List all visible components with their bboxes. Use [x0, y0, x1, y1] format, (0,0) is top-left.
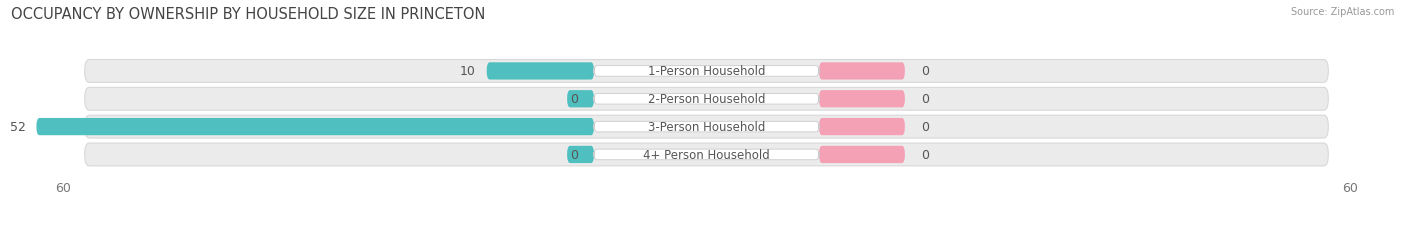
FancyBboxPatch shape — [37, 119, 593, 136]
FancyBboxPatch shape — [84, 60, 1329, 83]
Text: OCCUPANCY BY OWNERSHIP BY HOUSEHOLD SIZE IN PRINCETON: OCCUPANCY BY OWNERSHIP BY HOUSEHOLD SIZE… — [11, 7, 485, 22]
FancyBboxPatch shape — [593, 122, 820, 132]
Text: 0: 0 — [569, 148, 578, 161]
FancyBboxPatch shape — [567, 91, 593, 108]
FancyBboxPatch shape — [567, 146, 593, 163]
Text: 10: 10 — [460, 65, 477, 78]
Text: 0: 0 — [569, 93, 578, 106]
Text: Source: ZipAtlas.com: Source: ZipAtlas.com — [1291, 7, 1395, 17]
Text: 0: 0 — [921, 121, 929, 134]
FancyBboxPatch shape — [593, 149, 820, 160]
FancyBboxPatch shape — [593, 66, 820, 77]
FancyBboxPatch shape — [84, 143, 1329, 166]
Text: 3-Person Household: 3-Person Household — [648, 121, 765, 134]
FancyBboxPatch shape — [593, 94, 820, 105]
Text: 1-Person Household: 1-Person Household — [648, 65, 765, 78]
FancyBboxPatch shape — [820, 119, 905, 136]
FancyBboxPatch shape — [820, 146, 905, 163]
Text: 4+ Person Household: 4+ Person Household — [643, 148, 770, 161]
Text: 0: 0 — [921, 65, 929, 78]
FancyBboxPatch shape — [84, 88, 1329, 111]
FancyBboxPatch shape — [84, 116, 1329, 138]
Text: 0: 0 — [921, 93, 929, 106]
FancyBboxPatch shape — [486, 63, 593, 80]
FancyBboxPatch shape — [820, 63, 905, 80]
FancyBboxPatch shape — [820, 91, 905, 108]
Text: 52: 52 — [10, 121, 25, 134]
Text: 2-Person Household: 2-Person Household — [648, 93, 765, 106]
Text: 0: 0 — [921, 148, 929, 161]
